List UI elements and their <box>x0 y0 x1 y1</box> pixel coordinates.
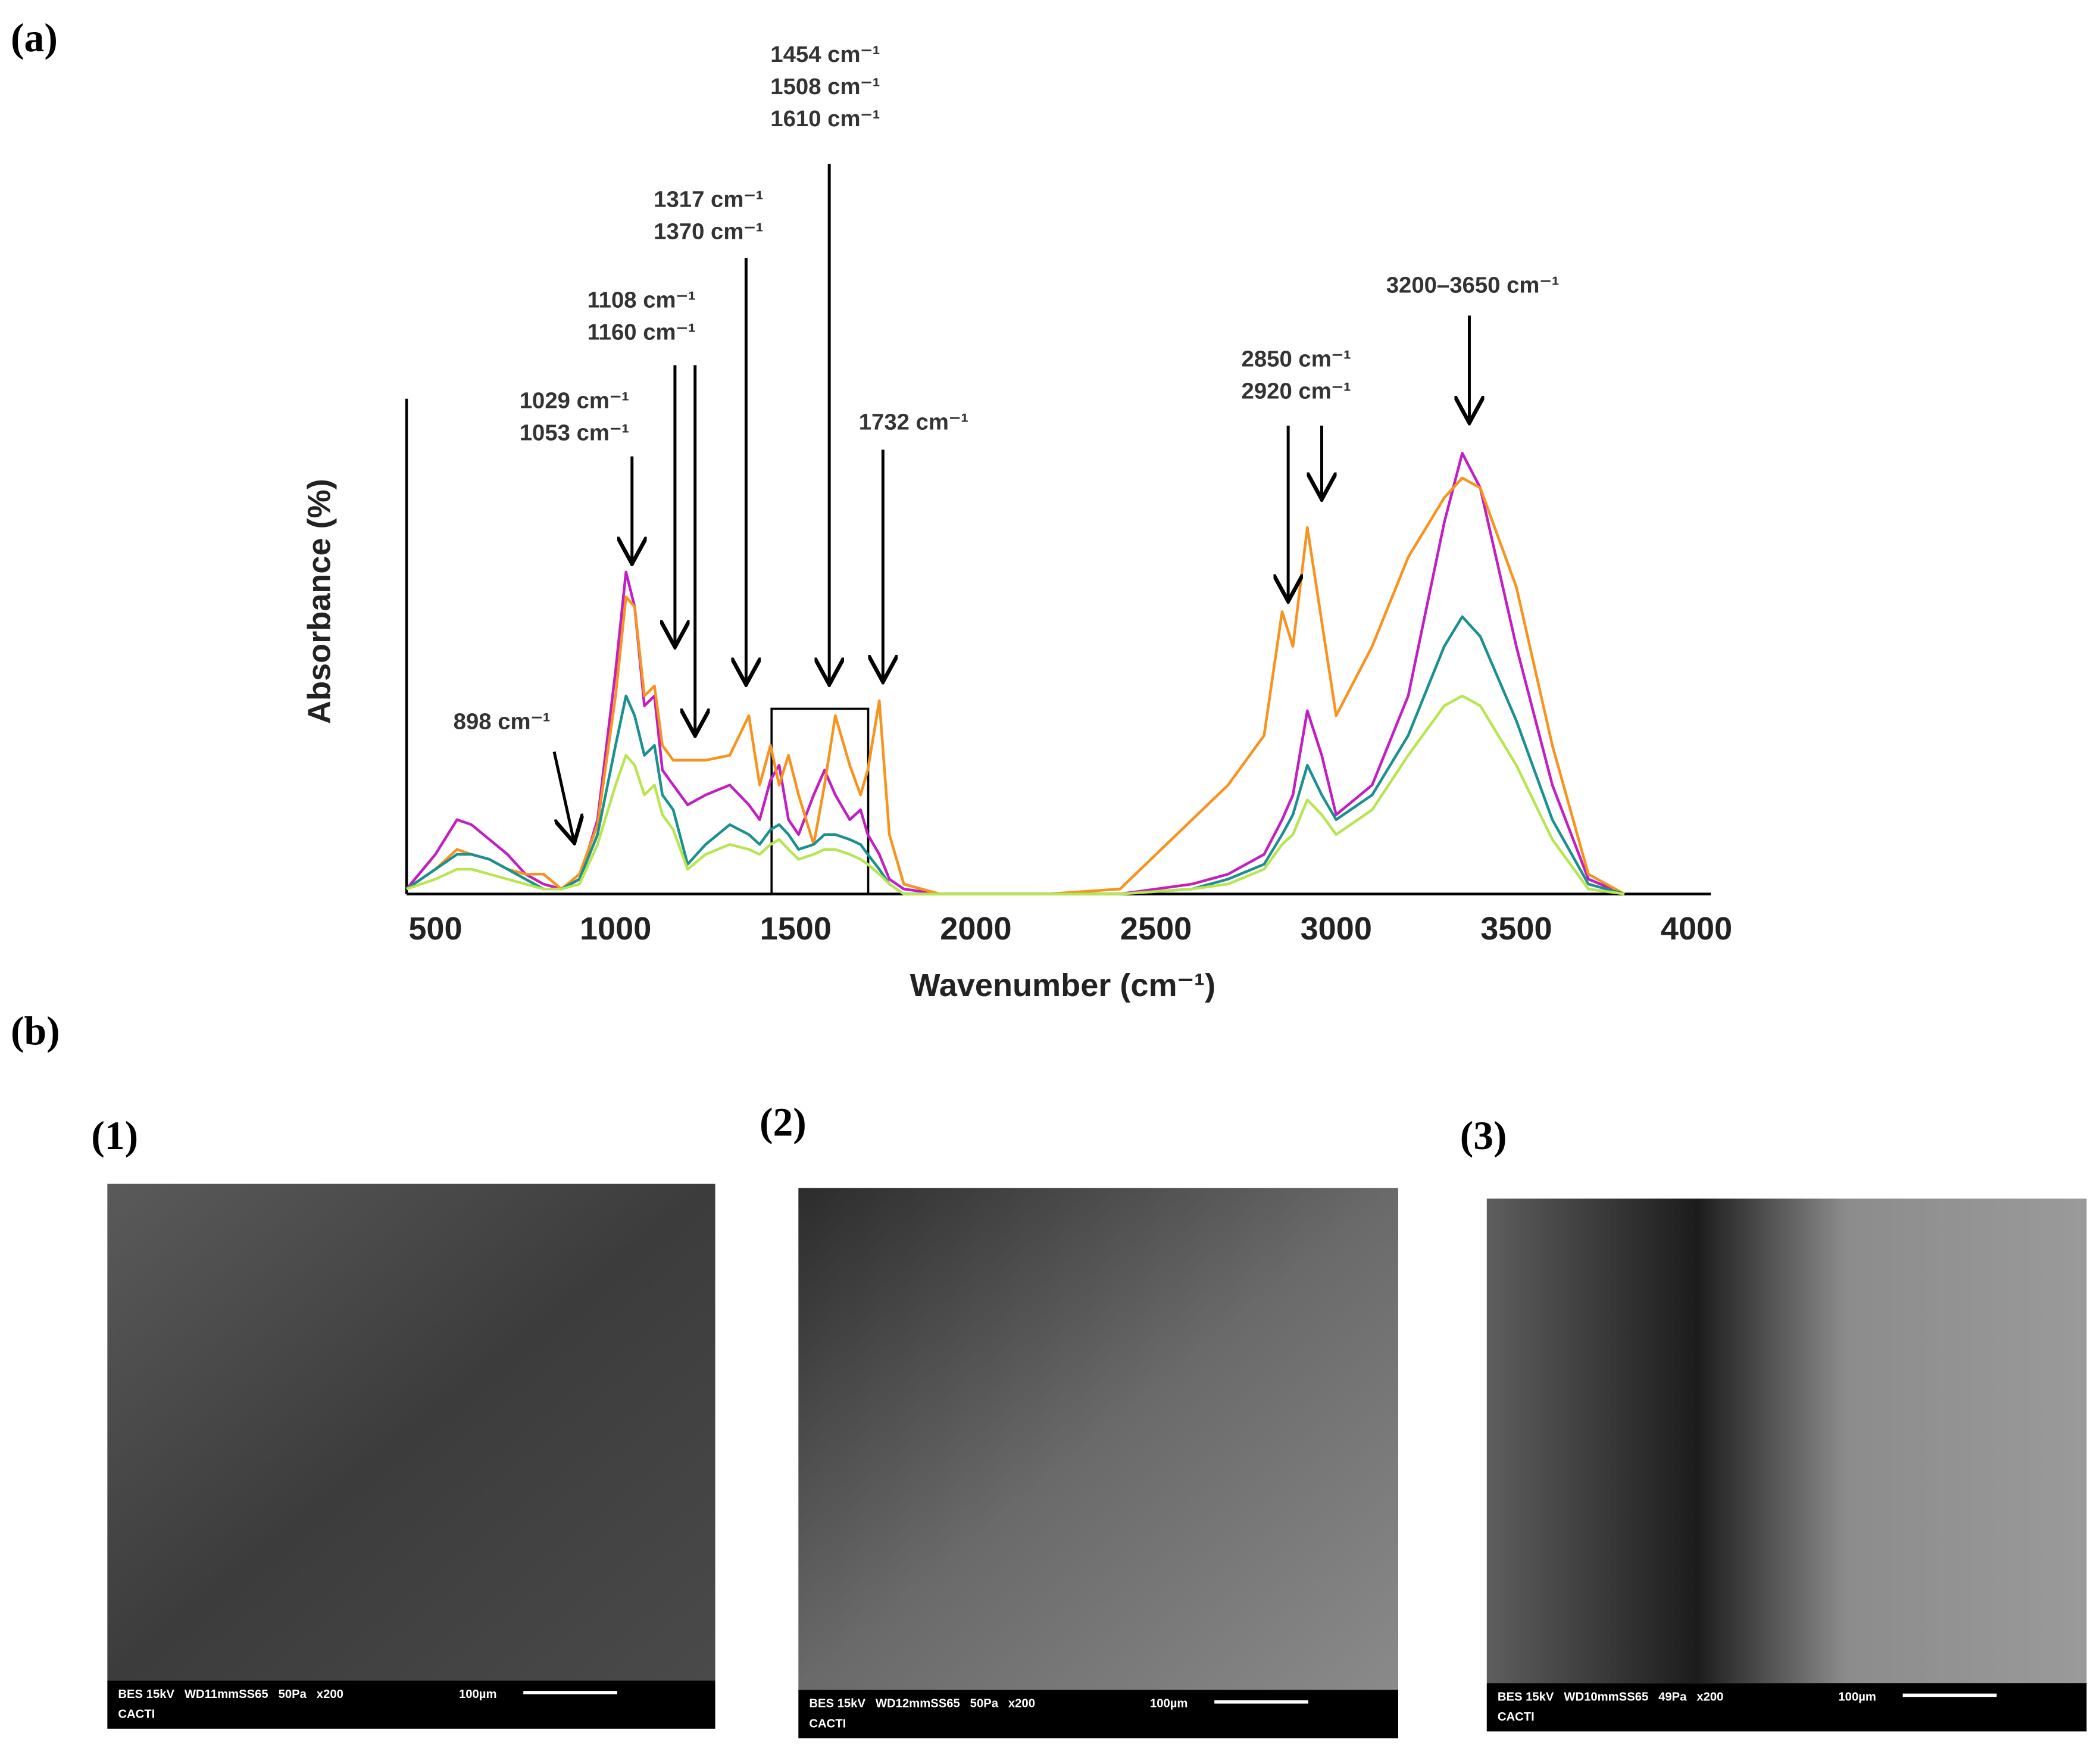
x-tick-label: 2000 <box>940 911 1011 947</box>
annotation: 1053 cm⁻¹ <box>520 420 629 446</box>
x-tick-label: 3500 <box>1480 911 1552 947</box>
sem-site: CACTI <box>1498 1710 1535 1724</box>
sem-scale: 100µm <box>1838 1690 1876 1703</box>
annotation: 1029 cm⁻¹ <box>520 388 629 414</box>
sem-info: BES 15kV WD11mmSS65 50Pa x200 <box>118 1688 343 1701</box>
x-axis-title: Wavenumber (cm⁻¹) <box>910 967 1215 1003</box>
sem-info: BES 15kV WD12mmSS65 50Pa x200 <box>809 1697 1035 1710</box>
sem-site: CACTI <box>809 1717 846 1730</box>
x-tick-label: 4000 <box>1661 911 1732 947</box>
sem-info: BES 15kV WD10mmSS65 49Pa x200 <box>1498 1690 1724 1703</box>
annotation: 1732 cm⁻¹ <box>859 410 968 435</box>
sem-image <box>107 1184 715 1681</box>
annotation: 2920 cm⁻¹ <box>1242 379 1351 404</box>
series-line <box>405 476 1626 895</box>
highlight-box <box>770 707 870 895</box>
info-bar <box>107 1680 715 1729</box>
info-bar <box>1486 1683 2087 1732</box>
x-tick-label: 1500 <box>760 911 832 947</box>
plot-area: 500 1000 1500 2000 2500 3000 3500 4000 <box>405 451 1732 947</box>
series-line <box>405 451 1625 895</box>
panel-label: (2) <box>760 1100 807 1144</box>
sem-scale: 100µm <box>1150 1697 1188 1710</box>
sem-site: CACTI <box>118 1708 155 1721</box>
annotation: 1454 cm⁻¹ <box>770 42 880 67</box>
sem-images: (1) BES 15kV WD11mmSS65 50Pa x200 100µm CAC… <box>91 1100 2087 1738</box>
x-tick-label: 1000 <box>580 911 651 947</box>
x-tick-label: 2500 <box>1120 911 1192 947</box>
panel-label: (1) <box>91 1113 138 1158</box>
annotations: 898 cm⁻¹ 1029 cm⁻¹ 1053 cm⁻¹ 1108 cm⁻¹ 1160 … <box>454 42 1560 843</box>
annotation: 3200–3650 cm⁻¹ <box>1386 273 1560 298</box>
sem-image <box>1486 1198 2087 1684</box>
annotation: 1370 cm⁻¹ <box>654 218 763 244</box>
sem-image <box>798 1188 1398 1690</box>
annotation: 1610 cm⁻¹ <box>770 106 880 132</box>
annotation: 2850 cm⁻¹ <box>1242 346 1351 372</box>
panel-label: (a) <box>11 15 58 60</box>
panel-label: (b) <box>11 1009 60 1053</box>
annotation-arrow <box>552 751 574 843</box>
annotation: 1317 cm⁻¹ <box>654 186 763 212</box>
x-tick-label: 500 <box>408 911 462 947</box>
info-bar <box>798 1690 1398 1738</box>
annotation: 1508 cm⁻¹ <box>770 74 880 99</box>
series-line <box>405 615 1625 895</box>
annotation: 898 cm⁻¹ <box>454 708 551 734</box>
sem-scale: 100µm <box>459 1688 497 1701</box>
annotation: 1108 cm⁻¹ <box>587 287 695 313</box>
annotation: 1160 cm⁻¹ <box>587 320 695 345</box>
y-axis-title: Absorbance (%) <box>302 479 338 724</box>
x-tick-label: 3000 <box>1301 911 1372 947</box>
series-line <box>406 694 1625 895</box>
panel-label: (3) <box>1460 1113 1507 1158</box>
